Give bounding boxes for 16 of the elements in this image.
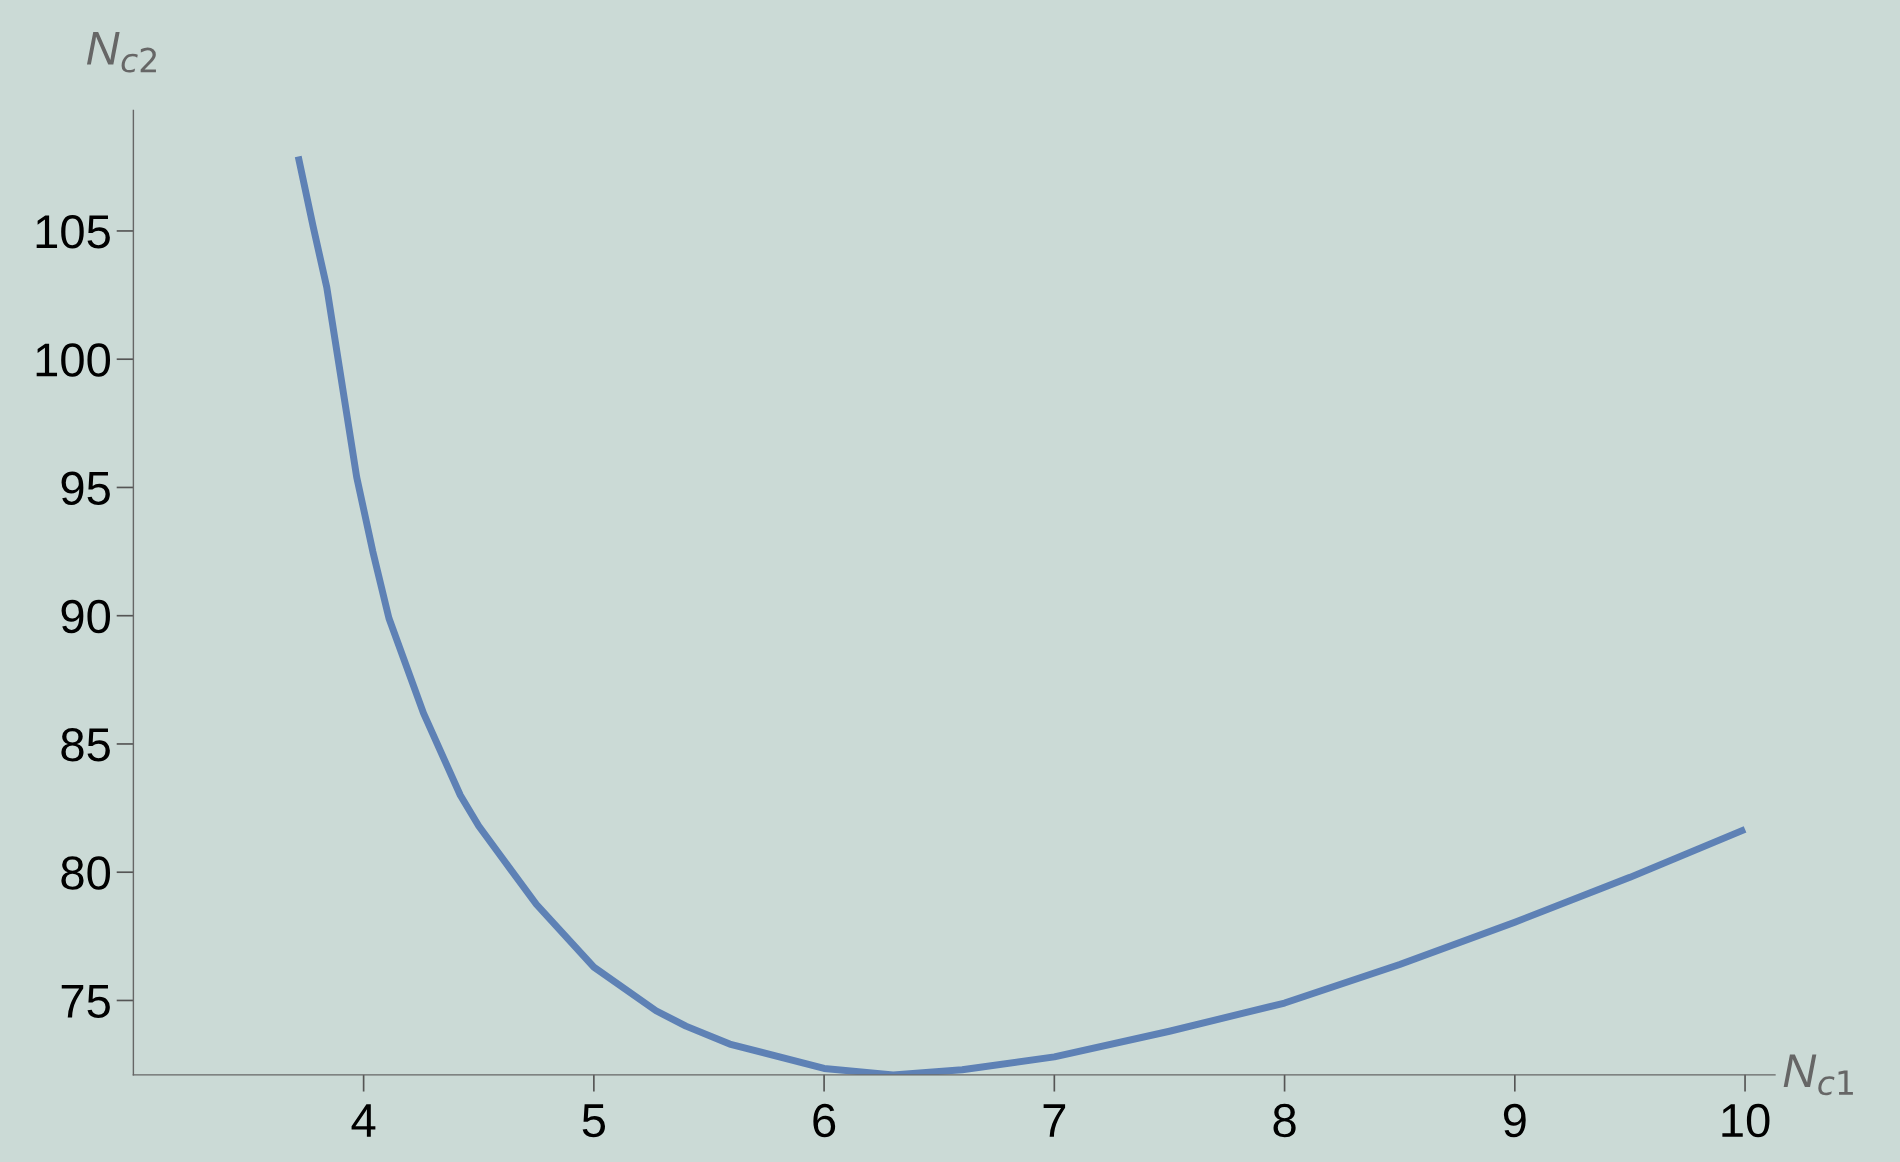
x-tick-label: 4 [351, 1104, 376, 1137]
y-tick-label: 95 [61, 471, 110, 506]
y-tick-label: 80 [61, 856, 111, 890]
x-tick-label: 10 [1722, 1103, 1770, 1138]
y-tick-label: 85 [61, 728, 110, 762]
x-tick-label: 7 [1043, 1104, 1066, 1137]
x-tick-label: 5 [582, 1104, 606, 1138]
y-tick-label: 100 [36, 343, 111, 377]
x-tick-label: 8 [1273, 1103, 1296, 1138]
x-axis-title: N$_{c1}$ [1783, 1054, 1853, 1096]
x-tick-label: 6 [813, 1103, 836, 1138]
y-tick-label: 90 [61, 599, 111, 634]
y-tick-label: 75 [61, 985, 110, 1019]
x-tick-label: 9 [1503, 1103, 1526, 1138]
y-tick-label: 105 [36, 215, 110, 249]
y-axis-title: N$_{c2}$ [86, 31, 156, 73]
